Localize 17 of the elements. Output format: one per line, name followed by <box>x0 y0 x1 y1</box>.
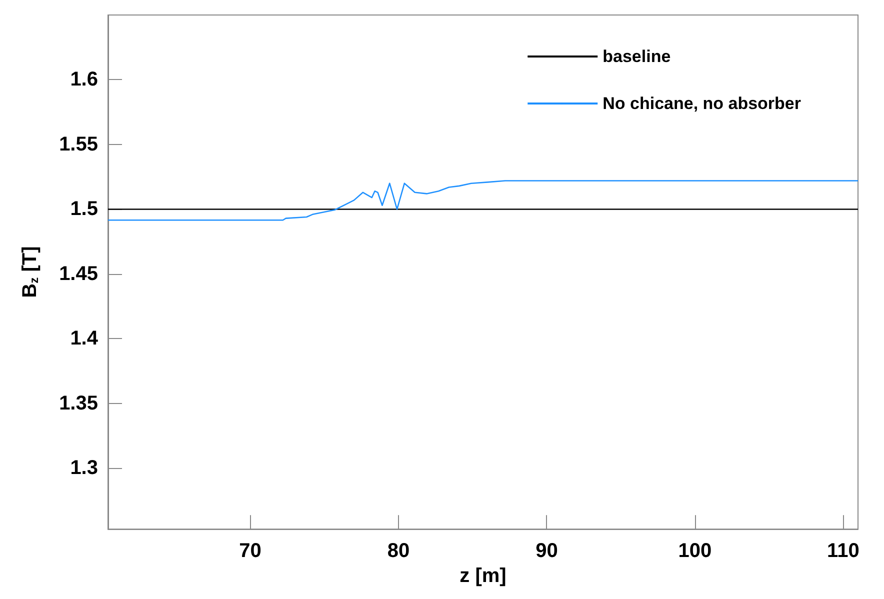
y-tick-label: 1.45 <box>59 262 98 285</box>
y-tick-label: 1.4 <box>70 328 99 350</box>
x-tick-label: 110 <box>827 540 860 562</box>
x-tick-label: 70 <box>239 540 262 562</box>
line-series <box>107 180 859 221</box>
y-tick-label: 1.55 <box>59 133 98 156</box>
x-tick-label: 80 <box>387 540 410 562</box>
y-tick-label: 1.6 <box>70 68 98 91</box>
y-tick-label: 1.35 <box>59 392 98 414</box>
y-tick-label: 1.5 <box>70 198 98 220</box>
x-tick-label: 90 <box>536 540 558 562</box>
x-axis-title: z [m] <box>460 565 506 587</box>
legend-label: baseline <box>602 47 671 66</box>
y-axis-title: Bz [T] <box>19 246 41 298</box>
legend-label: No chicane, no absorber <box>602 94 802 113</box>
y-tick-label: 1.3 <box>70 457 98 480</box>
x-tick-label: 100 <box>678 540 712 562</box>
